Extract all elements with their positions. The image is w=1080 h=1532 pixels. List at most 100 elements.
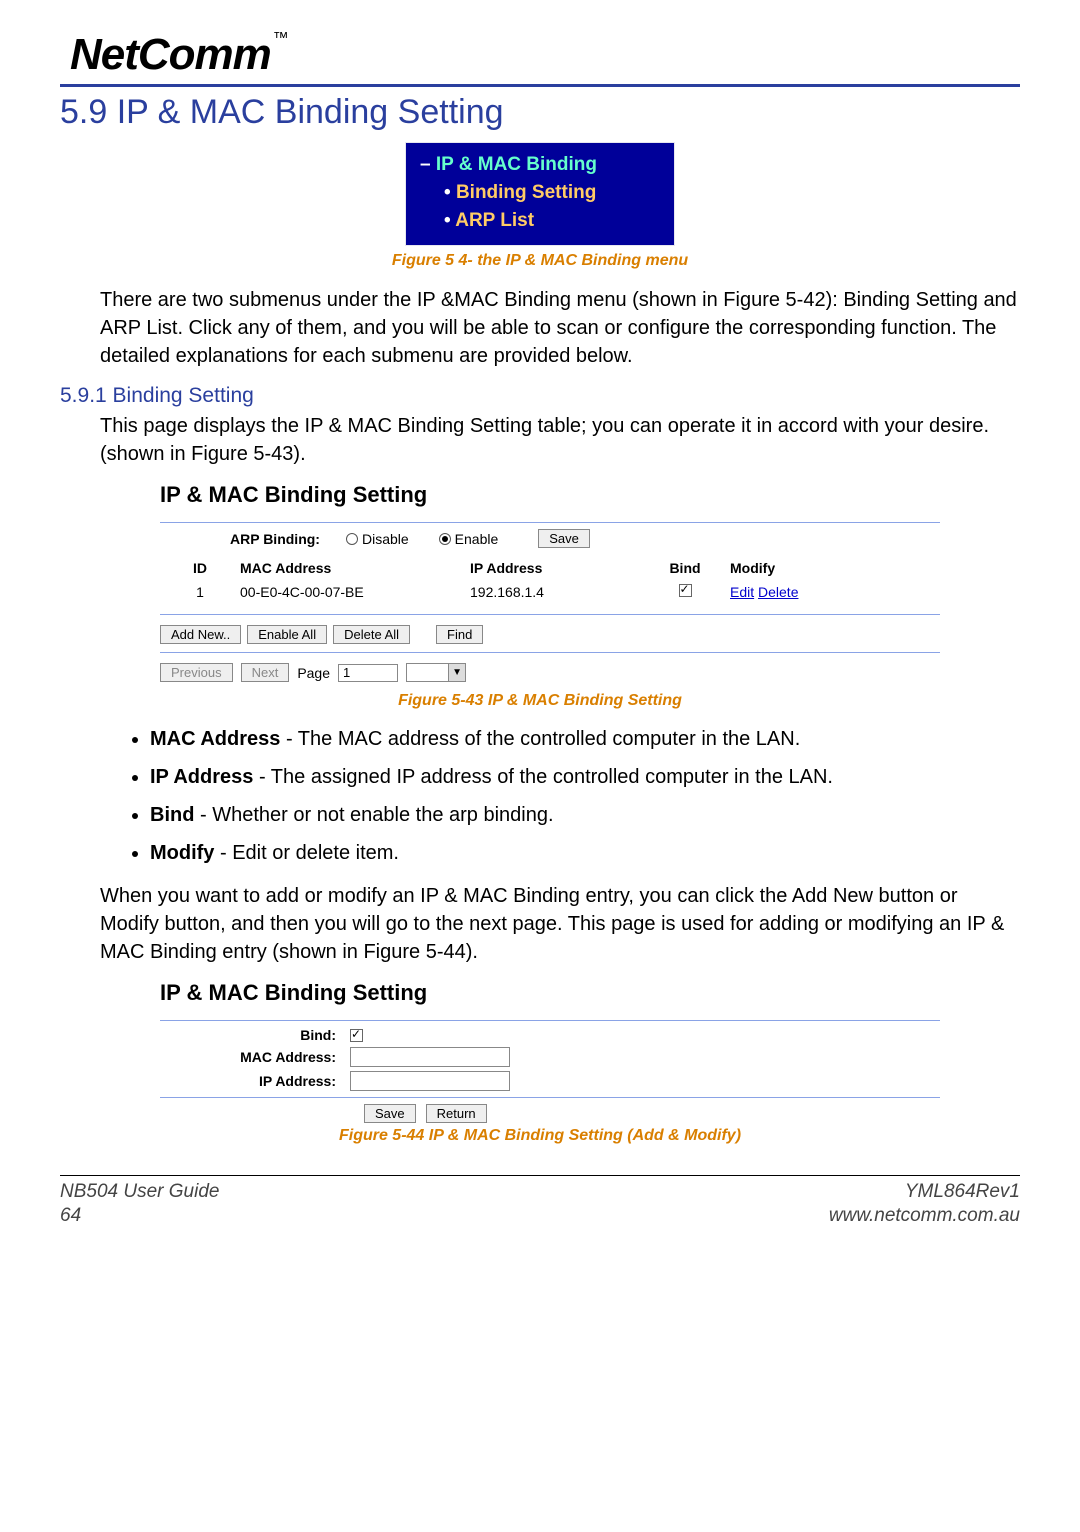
cell-id: 1 (160, 584, 240, 600)
page-footer: NB504 User Guide 64 YML864Rev1 www.netco… (60, 1180, 1020, 1228)
delete-link[interactable]: Delete (758, 584, 798, 600)
modify-paragraph: When you want to add or modify an IP & M… (100, 882, 1020, 966)
term: IP Address (150, 766, 253, 788)
menu-label: IP & MAC Binding (436, 154, 597, 175)
brand-text: NetComm (70, 30, 271, 79)
mac-label: MAC Address: (160, 1049, 350, 1065)
list-item: Bind - Whether or not enable the arp bin… (150, 802, 1020, 828)
bind-field-row: Bind: (160, 1027, 940, 1043)
figure-caption-5-4: Figure 5 4- the IP & MAC Binding menu (60, 252, 1020, 270)
section-title: 5.9 IP & MAC Binding Setting (60, 93, 1020, 132)
divider (160, 614, 940, 615)
cell-modify: Edit Delete (730, 584, 850, 600)
panel-title: IP & MAC Binding Setting (160, 980, 940, 1006)
mac-input[interactable] (350, 1047, 510, 1067)
term: Modify (150, 842, 214, 864)
col-id: ID (160, 560, 240, 576)
radio-label: Disable (362, 531, 409, 547)
chevron-down-icon: ▼ (448, 664, 465, 681)
binding-table: ID MAC Address IP Address Bind Modify 1 … (160, 556, 940, 604)
doc-url: www.netcomm.com.au (829, 1204, 1020, 1228)
add-new-button[interactable]: Add New.. (160, 625, 241, 644)
divider (160, 1097, 940, 1098)
col-mac: MAC Address (240, 560, 470, 576)
radio-icon (439, 533, 451, 545)
save-button[interactable]: Save (538, 529, 590, 548)
figure-caption-5-44: Figure 5-44 IP & MAC Binding Setting (Ad… (60, 1127, 1020, 1145)
footer-rule (60, 1175, 1020, 1176)
radio-disable[interactable]: Disable (346, 531, 409, 547)
radio-label: Enable (455, 531, 499, 547)
save-return-row: Save Return (364, 1104, 940, 1123)
page-number: 64 (60, 1204, 219, 1228)
subsection-paragraph: This page displays the IP & MAC Binding … (100, 412, 1020, 468)
page-input[interactable] (338, 664, 398, 682)
pager-row: Previous Next Page ▼ (160, 663, 940, 682)
arp-binding-row: ARP Binding: Disable Enable Save (160, 529, 940, 548)
page-label: Page (297, 665, 330, 681)
cell-bind (640, 584, 730, 600)
menu-label: ARP List (455, 210, 534, 231)
divider (160, 522, 940, 523)
footer-right: YML864Rev1 www.netcomm.com.au (829, 1180, 1020, 1228)
previous-button[interactable]: Previous (160, 663, 233, 682)
col-modify: Modify (730, 560, 850, 576)
bind-checkbox[interactable] (350, 1029, 363, 1042)
bind-label: Bind: (160, 1027, 350, 1043)
return-button[interactable]: Return (426, 1104, 487, 1123)
save-button[interactable]: Save (364, 1104, 416, 1123)
table-header: ID MAC Address IP Address Bind Modify (160, 556, 940, 580)
list-item: MAC Address - The MAC address of the con… (150, 726, 1020, 752)
mac-field-row: MAC Address: (160, 1047, 940, 1067)
cell-mac: 00-E0-4C-00-07-BE (240, 584, 470, 600)
header-rule (60, 84, 1020, 87)
menu-item-binding-setting[interactable]: • Binding Setting (420, 179, 660, 207)
definition: - Whether or not enable the arp binding. (194, 804, 553, 826)
radio-icon (346, 533, 358, 545)
ip-label: IP Address: (160, 1073, 350, 1089)
figure-caption-5-43: Figure 5-43 IP & MAC Binding Setting (60, 692, 1020, 710)
definition-list: MAC Address - The MAC address of the con… (120, 726, 1020, 866)
menu-label: Binding Setting (456, 182, 596, 203)
binding-setting-panel: IP & MAC Binding Setting ARP Binding: Di… (160, 482, 940, 682)
divider (160, 652, 940, 653)
action-button-row: Add New.. Enable All Delete All Find (160, 625, 940, 644)
term: MAC Address (150, 728, 280, 750)
subsection-heading: 5.9.1 Binding Setting (60, 384, 1020, 408)
intro-paragraph: There are two submenus under the IP &MAC… (100, 286, 1020, 370)
footer-left: NB504 User Guide 64 (60, 1180, 219, 1228)
col-bind: Bind (640, 560, 730, 576)
term: Bind (150, 804, 194, 826)
definition: - Edit or delete item. (214, 842, 399, 864)
ip-input[interactable] (350, 1071, 510, 1091)
panel-title: IP & MAC Binding Setting (160, 482, 940, 508)
trademark: ™ (273, 30, 288, 47)
bind-checkbox[interactable] (679, 584, 692, 597)
menu-prefix: • (444, 210, 451, 231)
next-button[interactable]: Next (241, 663, 290, 682)
delete-all-button[interactable]: Delete All (333, 625, 410, 644)
page-select[interactable]: ▼ (406, 663, 466, 682)
menu-prefix: • (444, 182, 451, 203)
radio-enable[interactable]: Enable (439, 531, 499, 547)
find-button[interactable]: Find (436, 625, 483, 644)
enable-all-button[interactable]: Enable All (247, 625, 327, 644)
arp-binding-label: ARP Binding: (230, 531, 320, 547)
doc-title: NB504 User Guide (60, 1180, 219, 1204)
menu-prefix: – (420, 154, 431, 175)
doc-revision: YML864Rev1 (829, 1180, 1020, 1204)
col-ip: IP Address (470, 560, 640, 576)
definition: - The MAC address of the controlled comp… (280, 728, 800, 750)
menu-item-binding[interactable]: – IP & MAC Binding (420, 151, 660, 179)
nav-menu: – IP & MAC Binding • Binding Setting • A… (405, 142, 675, 246)
menu-item-arp-list[interactable]: • ARP List (420, 207, 660, 235)
list-item: Modify - Edit or delete item. (150, 840, 1020, 866)
brand-logo: NetComm™ (60, 30, 1020, 80)
edit-link[interactable]: Edit (730, 584, 754, 600)
table-row: 1 00-E0-4C-00-07-BE 192.168.1.4 Edit Del… (160, 580, 940, 604)
cell-ip: 192.168.1.4 (470, 584, 640, 600)
list-item: IP Address - The assigned IP address of … (150, 764, 1020, 790)
binding-edit-panel: IP & MAC Binding Setting Bind: MAC Addre… (160, 980, 940, 1123)
divider (160, 1020, 940, 1021)
ip-field-row: IP Address: (160, 1071, 940, 1091)
